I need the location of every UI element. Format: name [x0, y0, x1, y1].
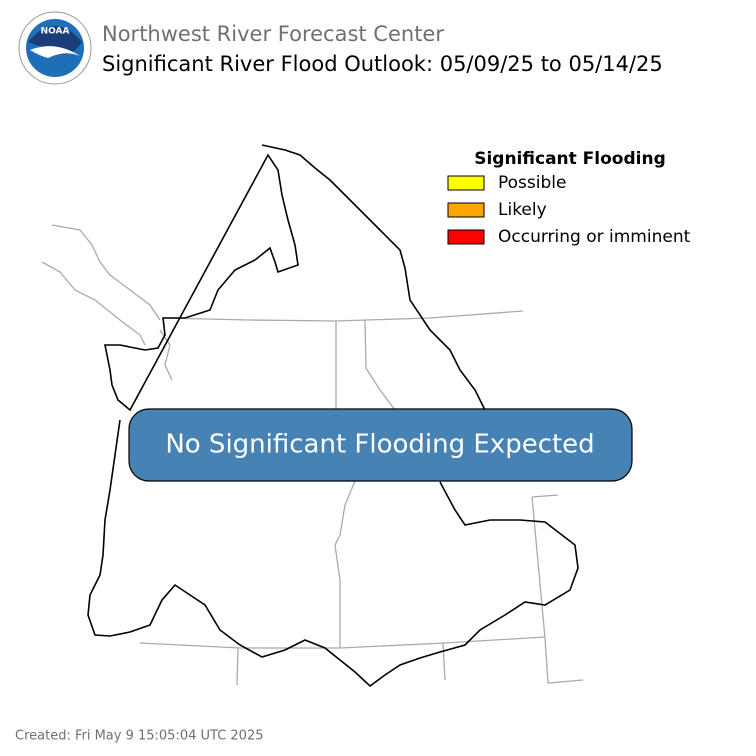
created-timestamp: Created: Fri May 9 15:05:04 UTC 2025 [15, 729, 264, 744]
legend-title: Significant Flooding [474, 149, 666, 169]
logo-text: NOAA [41, 27, 70, 37]
legend-swatch [447, 202, 485, 218]
legend-label: Likely [498, 200, 547, 220]
map-title: Significant River Flood Outlook: 05/09/2… [102, 52, 663, 76]
legend-label: Possible [498, 173, 566, 193]
legend-label: Occurring or imminent [498, 227, 691, 247]
legend-swatch [447, 175, 485, 191]
no-flooding-banner: No Significant Flooding Expected [128, 408, 633, 482]
legend: Significant Flooding Possible Likely Occur… [447, 149, 691, 247]
basin-outline [87, 144, 579, 688]
agency-name: Northwest River Forecast Center [102, 22, 444, 46]
state-borders [41, 224, 584, 686]
legend-swatch [447, 229, 485, 245]
banner-text: No Significant Flooding Expected [165, 430, 594, 460]
noaa-logo: NOAA [18, 11, 92, 85]
